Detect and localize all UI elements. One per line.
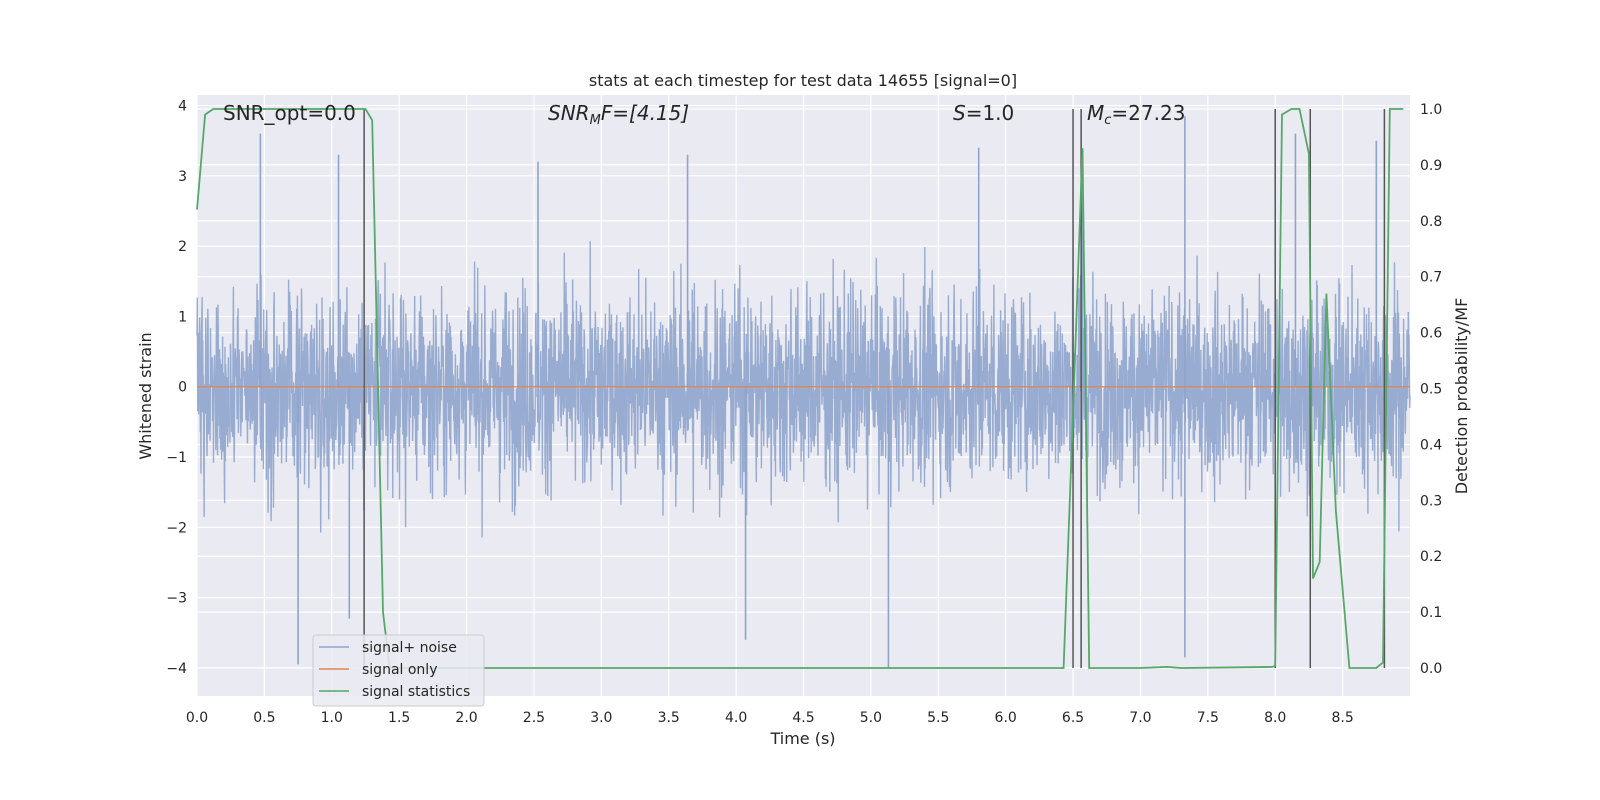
y-tick-label: 1 [178,309,187,325]
x-tick-label: 3.0 [590,710,612,726]
s-annotation: S=1.0 [953,101,1014,125]
y-tick-labels: 4 3 2 1 0 −1 −2 −3 −4 [166,99,187,677]
y2-tick-label: 0.0 [1420,661,1442,677]
y-tick-label: 2 [178,239,187,255]
y-tick-label: 0 [178,380,187,396]
y-tick-label: −4 [166,661,187,677]
snr-mf-annotation: SNRMF=[4.15] [548,101,689,128]
snr-mf-suffix: F=[4.15] [601,101,689,125]
x-tick-label: 5.5 [927,710,949,726]
x-tick-label: 5.0 [860,710,882,726]
y2-tick-label: 0.7 [1420,270,1442,286]
x-tick-label: 7.0 [1129,710,1151,726]
y2-tick-label: 0.2 [1420,549,1442,565]
y2-tick-label: 1.0 [1420,102,1442,118]
x-tick-label: 2.5 [523,710,545,726]
y2-tick-labels: 1.0 0.9 0.8 0.7 0.6 0.5 0.4 0.3 0.2 0.1 0.0 [1420,102,1442,677]
y-tick-label: 3 [178,169,187,185]
y2-tick-label: 0.5 [1420,382,1442,398]
x-tick-label: 4.5 [792,710,814,726]
statistics-line [196,108,1404,669]
mc-subscript: c [1104,113,1111,128]
noise-trace [196,241,1411,538]
y2-tick-label: 0.9 [1420,158,1442,174]
x-tick-label: 1.0 [321,710,343,726]
legend-box [312,634,485,707]
x-tick-label: 6.5 [1062,710,1084,726]
s-symbol: S [953,101,966,125]
chart-title: stats at each timestep for test data 146… [589,71,1017,90]
snr-mf-subscript: M [590,113,601,128]
x-tick-label: 6.0 [995,710,1017,726]
y-tick-label: 4 [178,99,187,115]
x-axis-label: Time (s) [769,729,835,748]
y-tick-label: −2 [166,520,187,536]
mc-annotation: Mc=27.23 [1087,101,1185,128]
y2-tick-label: 0.6 [1420,326,1442,342]
legend-entry-signal: signal only [362,662,437,678]
y-tick-label: −3 [166,591,187,607]
y-tick-label: −1 [166,450,187,466]
x-tick-label: 0.0 [186,710,208,726]
legend: signal+ noise signal only signal statist… [312,634,485,707]
legend-entry-stats: signal statistics [362,684,470,700]
y2-tick-label: 0.4 [1420,437,1442,453]
noise-series [196,116,1411,668]
x-tick-label: 8.0 [1264,710,1286,726]
x-tick-label: 8.5 [1331,710,1353,726]
snr-mf-prefix: SNR [548,101,590,125]
x-tick-label: 2.0 [455,710,477,726]
x-tick-label: 4.0 [725,710,747,726]
x-tick-labels: 0.0 0.5 1.0 1.5 2.0 2.5 3.0 3.5 4.0 4.5 5.0 5.5 6.0 6… [186,710,1354,726]
x-tick-label: 1.5 [388,710,410,726]
statistics-series [196,108,1404,669]
y2-tick-label: 0.8 [1420,214,1442,230]
s-value: =1.0 [966,101,1015,125]
snr-opt-annotation: SNR_opt=0.0 [223,101,356,125]
x-tick-label: 7.5 [1197,710,1219,726]
y2-tick-label: 0.1 [1420,605,1442,621]
y2-axis-label: Detection probability/MF [1452,298,1471,495]
x-tick-label: 3.5 [658,710,680,726]
y2-tick-label: 0.3 [1420,493,1442,509]
legend-entry-noise: signal+ noise [362,640,457,656]
x-tick-label: 0.5 [253,710,275,726]
y-axis-label: Whitened strain [136,332,155,459]
mc-symbol: M [1087,101,1104,125]
mc-value: =27.23 [1111,101,1185,125]
